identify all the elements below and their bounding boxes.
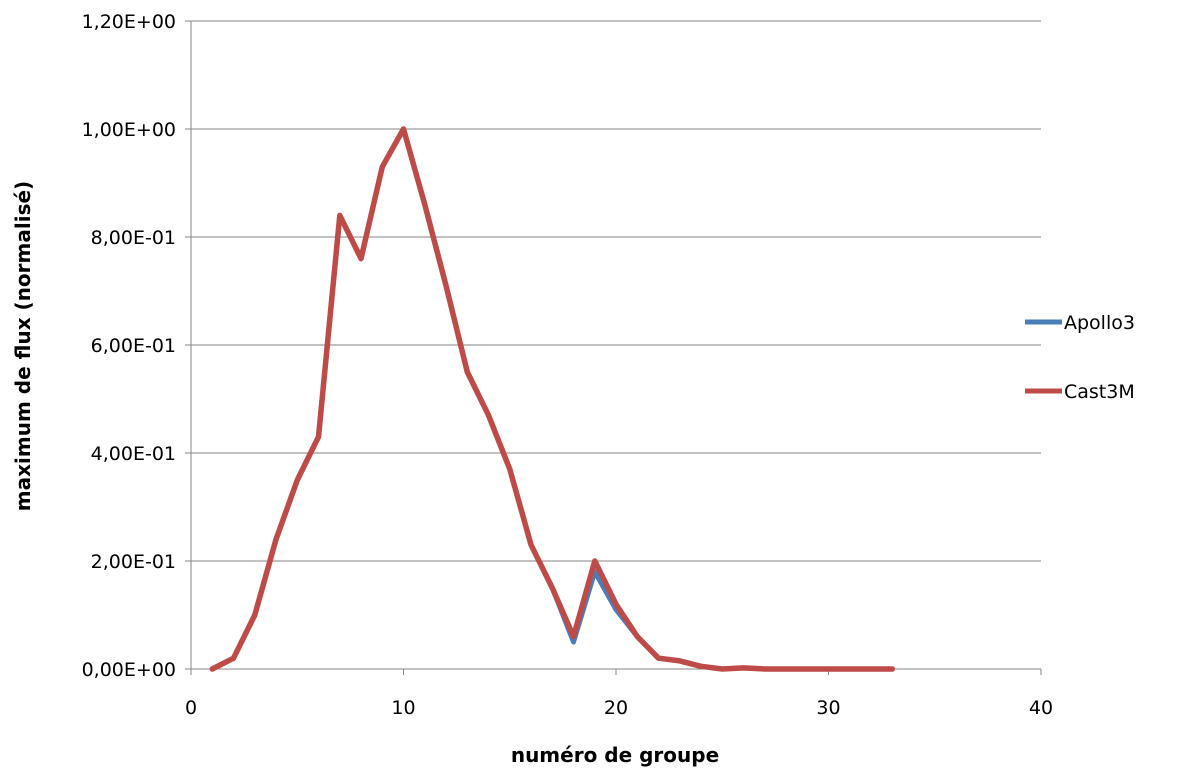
legend-label: Cast3M [1064, 381, 1135, 403]
y-tick-label: 8,00E-01 [91, 227, 176, 249]
legend: Apollo3 Cast3M [1025, 312, 1135, 403]
x-tick-label: 30 [816, 697, 840, 719]
data-series [209, 126, 896, 672]
y-tick-label: 2,00E-01 [91, 551, 176, 573]
series-line-cast3m [209, 126, 896, 672]
y-tick-label: 4,00E-01 [91, 443, 176, 465]
legend-label: Apollo3 [1064, 312, 1135, 334]
x-axis-title: numéro de groupe [511, 743, 719, 767]
y-axis-title: maximum de flux (normalisé) [11, 181, 35, 511]
x-tick-label: 20 [604, 697, 628, 719]
x-tick-label: 40 [1029, 697, 1053, 719]
y-tick-label: 6,00E-01 [91, 335, 176, 357]
x-tick-labels: 0 10 20 30 40 [185, 697, 1053, 719]
y-tick-labels: 0,00E+00 2,00E-01 4,00E-01 6,00E-01 8,00E-01… [82, 11, 176, 681]
x-tick-label: 10 [391, 697, 415, 719]
y-tick-label: 1,20E+00 [82, 11, 176, 33]
gridlines [191, 20, 1041, 562]
y-tick-label: 0,00E+00 [82, 659, 176, 681]
x-tick-label: 0 [185, 697, 197, 719]
y-tick-label: 1,00E+00 [82, 119, 176, 141]
axes [185, 20, 1042, 675]
